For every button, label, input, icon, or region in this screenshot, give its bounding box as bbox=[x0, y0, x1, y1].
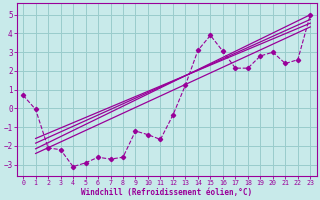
X-axis label: Windchill (Refroidissement éolien,°C): Windchill (Refroidissement éolien,°C) bbox=[81, 188, 252, 197]
